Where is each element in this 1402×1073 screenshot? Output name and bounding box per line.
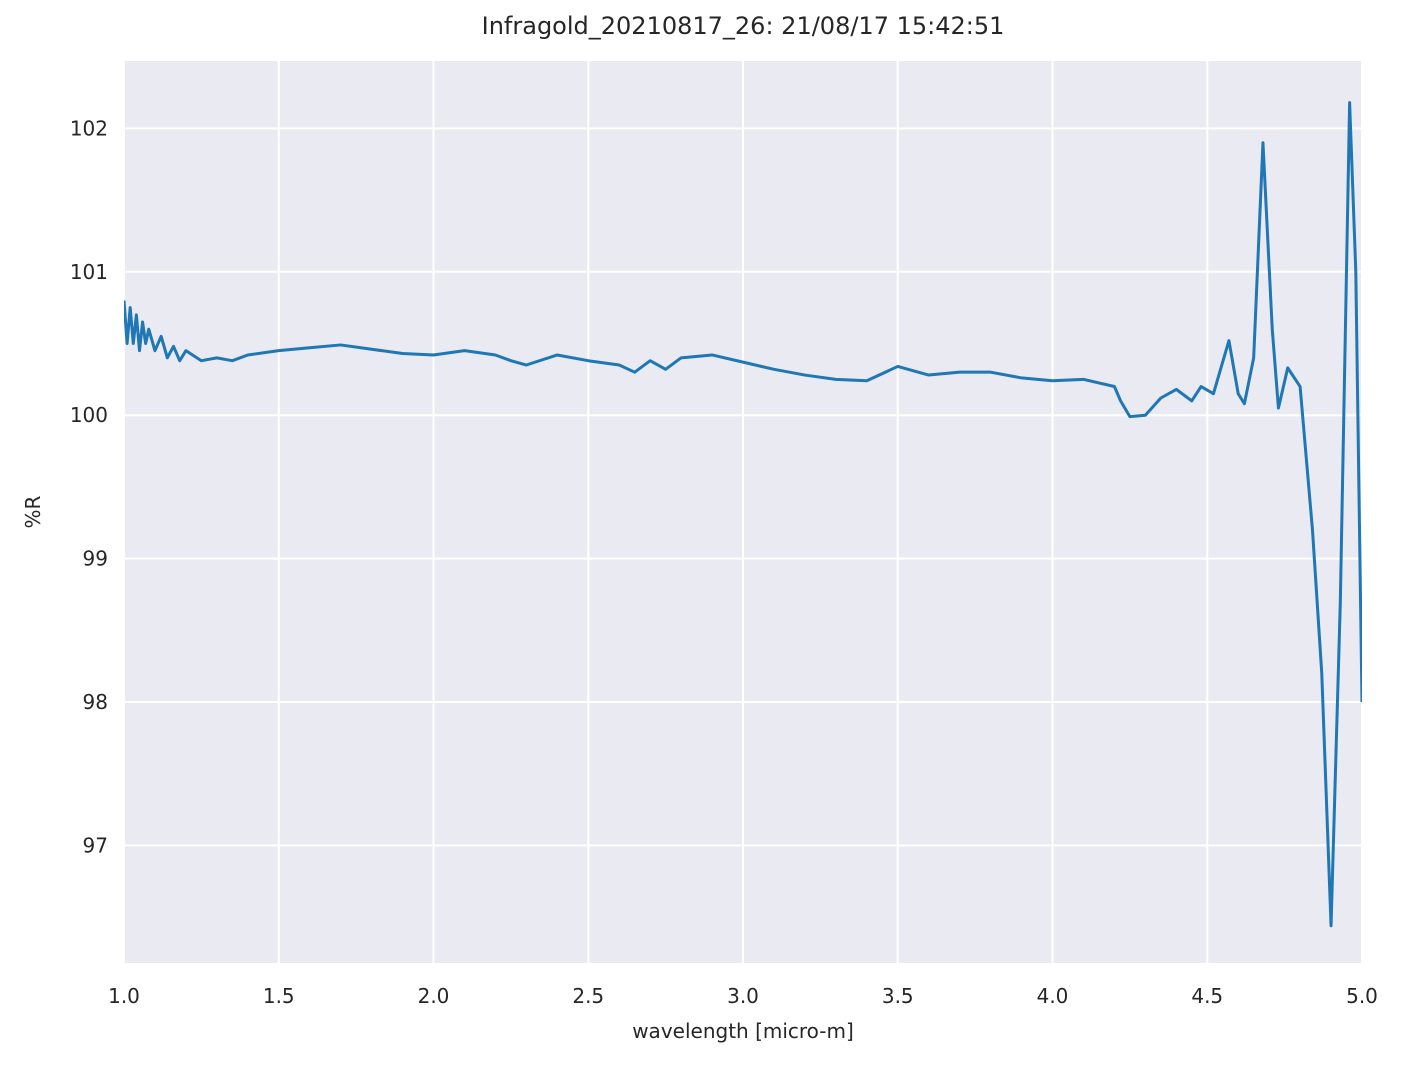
y-tick-label: 100: [70, 403, 108, 427]
x-tick-label: 5.0: [1346, 984, 1378, 1008]
y-tick-label: 97: [83, 833, 108, 857]
x-tick-label: 1.0: [108, 984, 140, 1008]
y-tick-label: 101: [70, 260, 108, 284]
y-tick-label: 98: [83, 690, 108, 714]
y-axis-label: %R: [21, 495, 45, 528]
x-tick-label: 2.5: [572, 984, 604, 1008]
x-tick-label: 4.5: [1191, 984, 1223, 1008]
x-tick-label: 1.5: [263, 984, 295, 1008]
x-tick-label: 2.0: [418, 984, 450, 1008]
x-tick-label: 4.0: [1037, 984, 1069, 1008]
x-tick-label: 3.0: [727, 984, 759, 1008]
y-tick-label: 102: [70, 116, 108, 140]
data-line: [124, 101, 1362, 928]
chart-title: Infragold_20210817_26: 21/08/17 15:42:51: [482, 12, 1005, 40]
x-tick-label: 3.5: [882, 984, 914, 1008]
x-axis-label: wavelength [micro-m]: [632, 1019, 854, 1043]
y-tick-label: 99: [83, 547, 108, 571]
